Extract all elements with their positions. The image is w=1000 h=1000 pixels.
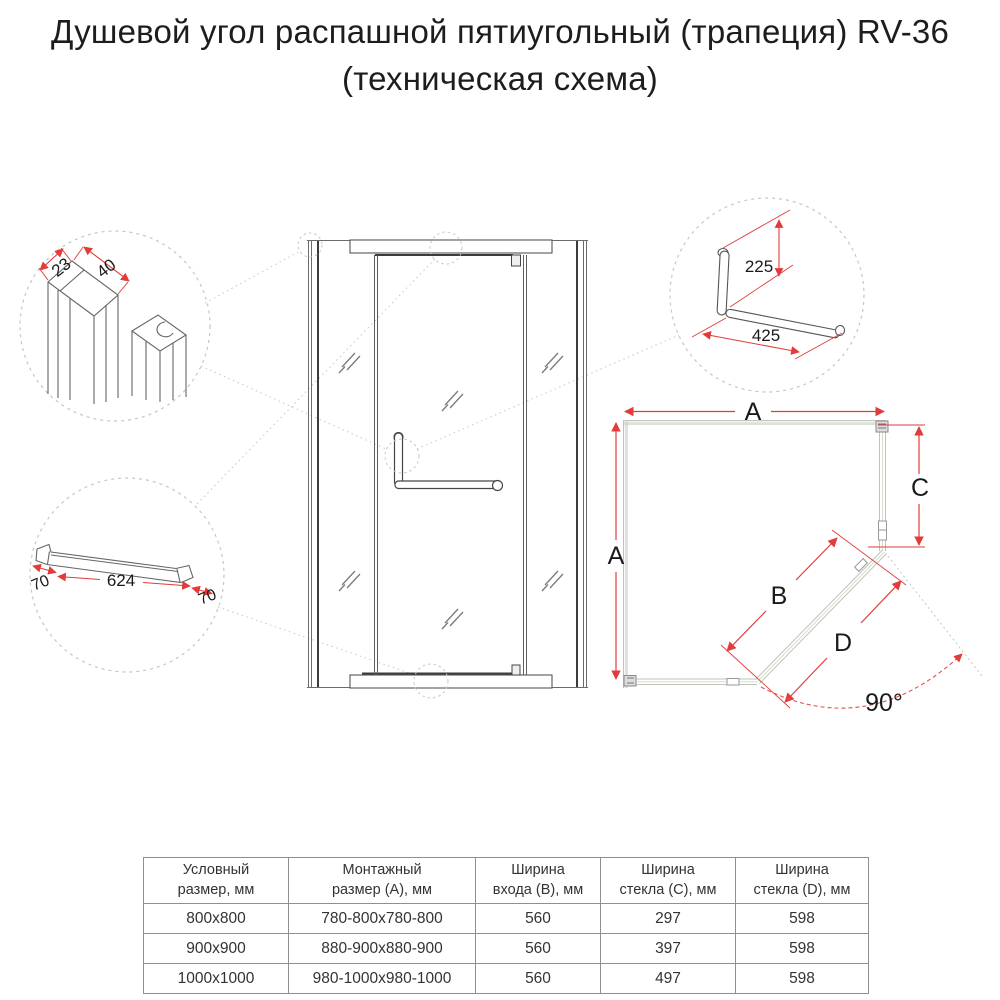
leader-lines — [194, 250, 680, 676]
dim-d: D — [784, 580, 902, 703]
dim-label-70-left: 70 — [29, 572, 52, 594]
cell-entry-width: 560 — [475, 963, 601, 994]
cell-glass-width-c: 297 — [600, 903, 736, 934]
page-title: Душевой угол распашной пятиугольный (тра… — [0, 8, 1000, 102]
plan-diagonal-bracket — [853, 557, 869, 573]
dim-line-23 — [39, 248, 64, 271]
frame-connectors — [307, 240, 588, 688]
handle-drawing — [716, 247, 846, 339]
dim-line-624-a — [57, 572, 101, 582]
dim-line-425 — [702, 331, 800, 355]
dim-label-225: 225 — [745, 257, 773, 276]
leader-profile-to-wall — [204, 250, 301, 304]
plan-view: A A C B — [608, 398, 983, 717]
dim-label-624: 624 — [107, 571, 135, 590]
plan-label-a-top: A — [745, 398, 762, 426]
callout-wall-junction — [297, 232, 323, 258]
handle-detail: 225 425 — [669, 197, 865, 393]
top-pivot — [511, 254, 521, 267]
dim-label-70-right: 70 — [196, 586, 219, 608]
bottom-bar — [349, 672, 553, 689]
dim-line-40 — [83, 246, 130, 282]
cell-nominal-size: 900x900 — [143, 933, 289, 964]
dim-label-23: 23 — [48, 254, 75, 281]
callout-bottom-bar — [413, 663, 449, 699]
plan-profiles — [623, 420, 889, 687]
dim-b: B — [720, 529, 907, 709]
right-wall-profile — [576, 240, 587, 688]
dim-a-left: A — [608, 422, 625, 680]
callout-handle — [384, 438, 420, 474]
glass-reflection-marks — [338, 352, 564, 630]
title-line-2: (техническая схема) — [342, 60, 658, 97]
table-row: 800x800 780-800x780-800 560 297 598 — [143, 903, 869, 934]
spec-table-header-row: Условный размер, мм Монтажный размер (А)… — [143, 857, 869, 904]
cell-entry-width: 560 — [475, 903, 601, 934]
callout-circles — [297, 231, 463, 699]
plan-wall-bracket — [726, 678, 740, 686]
door-pivots — [511, 254, 521, 676]
handle-detail-circle — [669, 197, 865, 393]
cell-nominal-size: 800x800 — [143, 903, 289, 934]
cell-mounting-size: 780-800x780-800 — [288, 903, 476, 934]
cell-nominal-size: 1000x1000 — [143, 963, 289, 994]
profile-drawing — [47, 260, 187, 404]
header-entry-width-b: Ширина входа (В), мм — [475, 857, 601, 904]
dim-label-425: 425 — [752, 326, 780, 345]
header-glass-width-c: Ширина стекла (С), мм — [600, 857, 736, 904]
handle-dimensions: 225 425 — [691, 209, 843, 360]
cell-entry-width: 560 — [475, 933, 601, 964]
cell-mounting-size: 880-900x880-900 — [288, 933, 476, 964]
dim-label-40: 40 — [93, 255, 120, 282]
sill-drawing — [35, 543, 194, 584]
plan-label-a-left: A — [608, 542, 625, 570]
bottom-pivot — [511, 664, 521, 676]
dim-line-70-left — [32, 563, 57, 575]
callout-top-bar — [429, 231, 463, 265]
open-door-line — [887, 555, 983, 677]
door-frame — [374, 255, 527, 675]
cell-mounting-size: 980-1000x980-1000 — [288, 963, 476, 994]
leader-sill-to-bottombar — [217, 606, 416, 676]
swing-arc — [760, 653, 963, 709]
header-mounting-size-a: Монтажный размер (А), мм — [288, 857, 476, 904]
cell-glass-width-d: 598 — [735, 963, 869, 994]
sill-detail-circle — [29, 477, 225, 673]
front-view — [297, 231, 588, 699]
table-row: 1000x1000 980-1000x980-1000 560 497 598 — [143, 963, 869, 994]
plan-label-angle: 90° — [865, 689, 903, 717]
cell-glass-width-d: 598 — [735, 933, 869, 964]
dim-line-624-b — [142, 581, 191, 590]
door-swing: 90° — [760, 555, 983, 717]
sill-detail: 70 624 70 — [29, 477, 225, 673]
plan-label-d: D — [834, 629, 852, 657]
header-glass-width-d: Ширина стекла (D), мм — [735, 857, 869, 904]
plan-door-diagonal — [755, 549, 887, 684]
top-bar — [349, 239, 553, 256]
leader-profile-to-doorframe — [200, 365, 387, 450]
dim-c: C — [868, 424, 929, 548]
cell-glass-width-c: 497 — [600, 963, 736, 994]
dim-line-70-right — [191, 585, 213, 596]
spec-table: Условный размер, мм Монтажный размер (А)… — [143, 857, 869, 994]
header-nominal-size: Условный размер, мм — [143, 857, 289, 904]
dim-a-top: A — [624, 398, 885, 426]
title-line-1: Душевой угол распашной пятиугольный (тра… — [50, 13, 950, 50]
cell-glass-width-c: 397 — [600, 933, 736, 964]
cell-glass-width-d: 598 — [735, 903, 869, 934]
plan-label-c: C — [911, 474, 929, 502]
plan-corner-profile-top-right — [875, 420, 889, 433]
profile-detail: 23 40 — [19, 230, 211, 422]
plan-corner-profile-bottom-left — [623, 675, 637, 687]
plan-label-b: B — [771, 582, 788, 610]
left-wall-profile — [308, 240, 319, 688]
sill-dimensions: 70 624 70 — [29, 563, 219, 609]
plan-dimensions: A A C B — [608, 398, 983, 717]
table-row: 900x900 880-900x880-900 560 397 598 — [143, 933, 869, 964]
profile-detail-circle — [19, 230, 211, 422]
